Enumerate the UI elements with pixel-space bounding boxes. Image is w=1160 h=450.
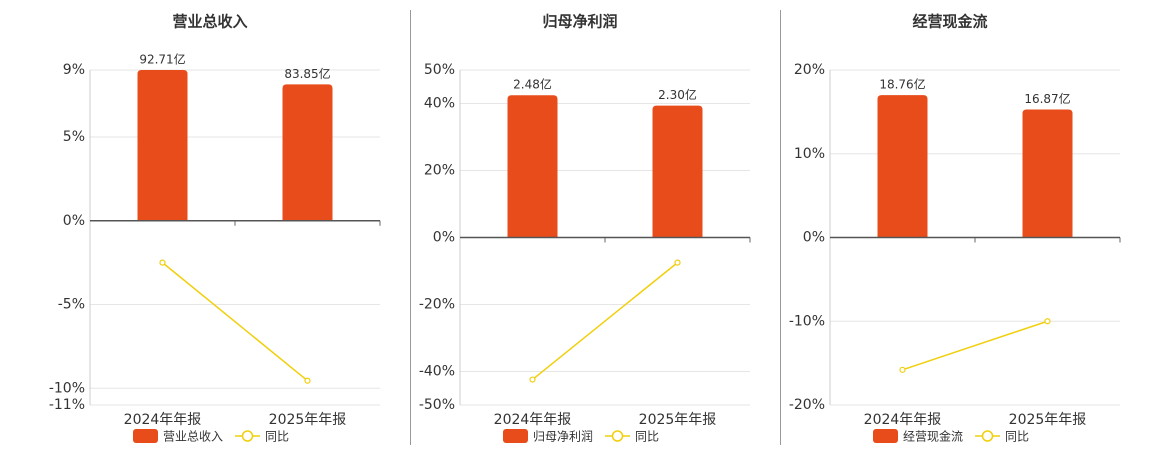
x-tick-label: 2024年年报 — [124, 412, 202, 428]
line-point — [1044, 318, 1051, 325]
x-tick-label: 2024年年报 — [864, 412, 942, 428]
line-point — [159, 259, 166, 266]
legend-swatch — [981, 430, 994, 442]
line-point — [304, 377, 311, 384]
line-point — [674, 259, 681, 266]
y-tick-label: 5% — [63, 129, 85, 145]
legend-label: 营业总收入 — [163, 430, 223, 444]
bar — [507, 95, 558, 238]
y-tick-label: -10% — [49, 380, 85, 396]
legend-label: 归母净利润 — [533, 430, 593, 444]
legend-swatch — [611, 430, 624, 442]
line-point — [899, 366, 906, 373]
y-tick-label: 20% — [424, 163, 455, 179]
y-tick-label: 0% — [803, 230, 825, 246]
y-tick-label: 10% — [794, 146, 825, 162]
x-tick-label: 2025年年报 — [639, 412, 717, 428]
y-tick-label: -11% — [49, 397, 85, 413]
y-tick-label: -40% — [419, 364, 455, 380]
bar — [652, 105, 703, 238]
chart-title: 归母净利润 — [542, 13, 617, 31]
legend-swatch — [241, 430, 254, 442]
y-tick-label: 0% — [433, 230, 455, 246]
x-tick-label: 2024年年报 — [494, 412, 572, 428]
legend-label: 经营现金流 — [903, 429, 963, 444]
chart-title: 营业总收入 — [172, 13, 247, 31]
bar — [282, 84, 333, 221]
legend-swatch — [133, 429, 158, 443]
value-label: 83.85亿 — [284, 66, 330, 81]
value-label: 92.71亿 — [139, 52, 185, 67]
bar — [1022, 109, 1073, 238]
line — [532, 262, 678, 381]
legend-label: 同比 — [635, 430, 659, 444]
y-tick-label: 9% — [63, 62, 85, 78]
y-tick-label: 50% — [424, 62, 455, 78]
value-label: 18.76亿 — [879, 77, 925, 92]
y-tick-label: 20% — [794, 62, 825, 78]
x-tick-label: 2025年年报 — [269, 412, 347, 428]
bar — [877, 95, 928, 238]
bar — [137, 70, 188, 221]
y-tick-label: -50% — [419, 397, 455, 413]
x-tick-label: 2025年年报 — [1009, 412, 1087, 428]
chart-title: 经营现金流 — [912, 13, 987, 31]
value-label: 16.87亿 — [1024, 91, 1070, 106]
line — [162, 262, 308, 382]
legend-swatch — [503, 429, 528, 443]
y-tick-label: 40% — [424, 96, 455, 112]
y-tick-label: 0% — [63, 213, 85, 229]
value-label: 2.48亿 — [513, 77, 552, 92]
legend-swatch — [873, 429, 898, 443]
line — [902, 320, 1048, 371]
value-label: 2.30亿 — [658, 87, 697, 102]
y-tick-label: -20% — [789, 397, 825, 413]
legend-label: 同比 — [1005, 430, 1029, 444]
y-tick-label: -5% — [58, 297, 85, 313]
line-point — [529, 376, 536, 383]
y-tick-label: -10% — [789, 313, 825, 329]
legend-label: 同比 — [265, 430, 289, 444]
y-tick-label: -20% — [419, 297, 455, 313]
